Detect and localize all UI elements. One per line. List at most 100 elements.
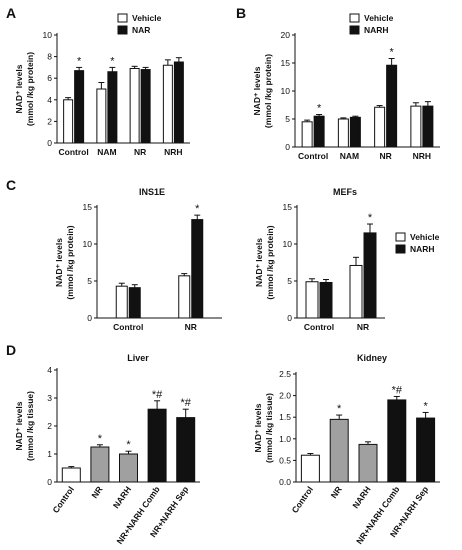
legend-swatch: [395, 232, 406, 242]
chart-c2: MEFs 0 5 10 15 NAD⁺ levels (mmol /kg protein) C…: [254, 187, 440, 332]
bar: [140, 69, 151, 144]
panel-label: C: [6, 177, 16, 193]
y-tick-label: 0: [285, 142, 290, 152]
legend-swatch: [395, 244, 406, 254]
bar: [337, 118, 349, 148]
chart-c1: C INS1E 0 5 10 15 NAD⁺ levels (mmol /kg protein…: [6, 177, 222, 332]
chart-b: B 0 5 10 15 20 NAD⁺ levels (mmol /kg protein) Co…: [236, 5, 440, 161]
bar: [61, 467, 81, 483]
bar: [374, 106, 386, 148]
y-tick-label: 10: [83, 239, 93, 249]
legend-label: Vehicle: [410, 232, 440, 242]
y-tick-label: 1.5: [279, 412, 291, 422]
x-tick-label: NRH: [413, 151, 431, 161]
y-label-line: NAD⁺ levels: [254, 238, 264, 287]
y-tick-label: 5: [285, 114, 290, 124]
y-axis-label: NAD⁺ levels (mmol /kg protein): [254, 225, 275, 299]
y-axis-label: NAD⁺ levels (mmol /kg protein): [252, 54, 273, 128]
y-tick-label: 0: [47, 477, 52, 487]
bar: [387, 399, 407, 483]
x-tick-label: NR: [134, 147, 146, 157]
bar: [329, 418, 349, 483]
significance-mark: *#: [180, 397, 191, 409]
bar: [305, 281, 319, 319]
y-tick-label: 10: [283, 239, 293, 249]
y-tick-label: 2.0: [279, 391, 291, 401]
x-tick-label: NR: [379, 151, 391, 161]
bar: [313, 115, 325, 148]
y-label-line: (mmol /kg protein): [25, 52, 35, 126]
panel-label: D: [6, 342, 16, 358]
x-tick-label: NR: [185, 322, 197, 332]
x-tick-label: NARH: [111, 484, 133, 510]
bar: [115, 285, 128, 319]
significance-mark: *: [317, 103, 322, 115]
y-tick-label: 15: [83, 202, 93, 212]
y-axis-label: NAD⁺ levels (mmol /kg tissue): [253, 393, 274, 463]
significance-mark: *: [195, 203, 200, 215]
legend-label: NARH: [364, 25, 389, 35]
y-label-line: (mmol /kg protein): [263, 54, 273, 128]
x-tick-label: Control: [298, 151, 328, 161]
x-tick-label: NR: [89, 484, 104, 500]
bar: [129, 67, 140, 144]
y-tick-label: 0: [287, 313, 292, 323]
significance-mark: *: [389, 47, 394, 59]
y-label-line: NAD⁺ levels: [54, 238, 64, 287]
bar: [147, 408, 167, 483]
chart-d1: D Liver 0 1 2 3 4 NAD⁺ levels (mmol /kg tissue) C…: [6, 342, 200, 546]
x-tick-label: NRH: [164, 147, 182, 157]
bar: [422, 105, 434, 148]
significance-mark: *: [337, 403, 342, 415]
y-tick-label: 0.0: [279, 477, 291, 487]
significance-mark: *#: [392, 384, 403, 396]
significance-mark: *: [77, 55, 82, 67]
y-tick-label: 2.5: [279, 369, 291, 379]
legend-label: Vehicle: [132, 13, 162, 23]
y-label-line: (mmol /kg tissue): [264, 393, 274, 463]
y-tick-label: 0: [87, 313, 92, 323]
bar: [410, 105, 422, 148]
significance-mark: *#: [152, 389, 163, 401]
significance-mark: *: [98, 433, 103, 445]
y-label-line: (mmol /kg protein): [265, 225, 275, 299]
legend-label: NAR: [132, 25, 150, 35]
y-tick-label: 10: [281, 86, 291, 96]
significance-mark: *: [423, 400, 428, 412]
bar: [162, 64, 173, 144]
bar: [191, 219, 204, 319]
bar: [319, 281, 333, 319]
bar: [173, 61, 184, 144]
y-tick-label: 0.5: [279, 455, 291, 465]
y-axis-label: NAD⁺ levels (mmol /kg tissue): [14, 391, 35, 461]
bar: [74, 70, 85, 144]
bar: [416, 417, 436, 483]
bar: [301, 121, 313, 148]
y-tick-label: 4: [47, 365, 52, 375]
legend-swatch: [117, 13, 128, 23]
chart-title: INS1E: [139, 187, 165, 197]
bar: [90, 446, 110, 483]
chart-d2: Kidney 0.0 0.5 1.0 1.5 2.0 2.5 NAD⁺ levels (mmol…: [253, 353, 440, 546]
bar: [300, 454, 320, 483]
chart-title: Liver: [127, 353, 149, 363]
bar: [176, 417, 196, 483]
y-tick-label: 8: [47, 52, 52, 62]
bar: [119, 453, 138, 483]
x-tick-label: Control: [113, 322, 143, 332]
x-tick-label: NR: [329, 484, 344, 500]
panel-label: A: [6, 5, 16, 21]
panel-label: B: [236, 5, 246, 21]
legend: Vehicle NAR: [117, 13, 162, 35]
x-tick-label: Control: [290, 484, 316, 514]
y-tick-label: 0: [47, 138, 52, 148]
y-label-line: NAD⁺ levels: [253, 403, 263, 452]
y-axis-label: NAD⁺ levels (mmol /kg protein): [14, 52, 35, 126]
legend-label: Vehicle: [364, 13, 394, 23]
y-tick-label: 1: [47, 449, 52, 459]
significance-mark: *: [126, 439, 131, 451]
y-label-line: NAD⁺ levels: [14, 64, 24, 113]
y-tick-label: 10: [43, 30, 53, 40]
legend-label: NARH: [410, 244, 435, 254]
